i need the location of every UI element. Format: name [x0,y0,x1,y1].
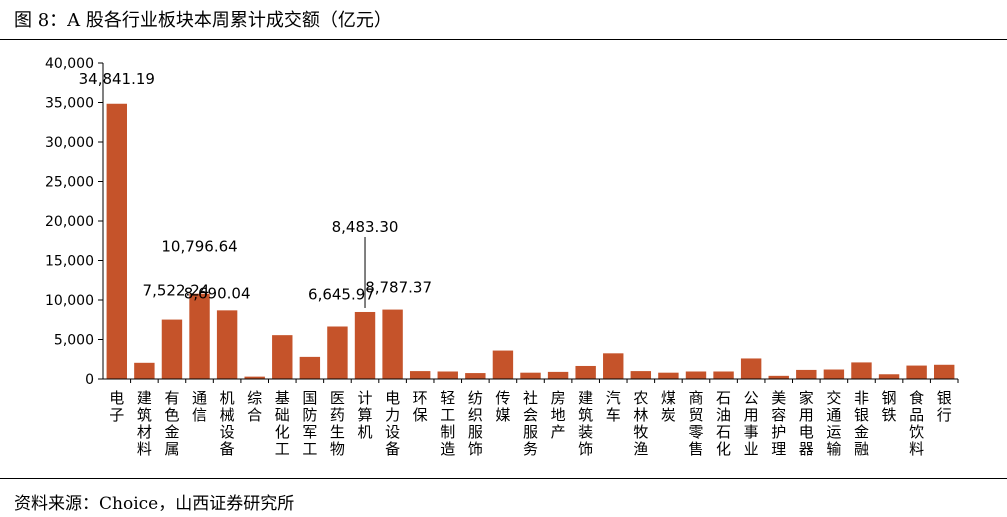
data-label: 8,690.04 [184,284,251,302]
data-label: 10,796.64 [161,238,237,256]
bar [382,309,403,379]
y-tick-label: 5,000 [54,333,94,349]
y-tick-label: 0 [85,372,94,388]
x-tick-label: 传媒 [495,389,510,424]
y-tick-label: 35,000 [45,96,94,112]
bar [409,371,431,379]
bar [823,369,845,379]
bar [437,371,458,379]
axes [102,63,959,383]
x-tick-label: 美容护理 [771,389,786,458]
bar [768,375,789,379]
data-labels: 34,841.19 7,522.24 10,796.64 8,690.04 6,645.… [79,70,432,308]
x-tick-label: 银行 [937,389,952,424]
y-tick-label: 20,000 [45,214,94,230]
x-tick-label: 医药生物 [330,389,345,458]
bar [796,369,817,379]
bar [106,103,127,379]
y-tick-label: 40,000 [45,56,94,72]
data-label: 6,645.97 [308,285,375,303]
x-tick-label: 基础化工 [275,389,290,458]
x-tick-label: 农林牧渔 [633,389,648,458]
x-axis-labels: 电子建筑材料有色金属通信机械设备综合基础化工国防军工医药生物计算机电力设备环保轻… [109,389,951,458]
x-tick-label: 计算机 [358,389,373,441]
data-label: 7,522.24 [143,282,210,300]
x-tick-label: 非银金融 [854,389,869,458]
bar [216,310,238,379]
bar [189,293,210,379]
bar [492,350,514,379]
bar [354,311,376,379]
x-tick-label: 纺织服饰 [468,389,483,458]
source-rule [0,478,1007,479]
x-tick-label: 电力设备 [385,389,400,458]
x-tick-label: 房地产 [551,389,566,441]
x-tick-label: 食品饮料 [909,389,924,458]
bar [547,371,569,379]
y-tick-label: 30,000 [45,135,94,151]
bar [630,371,652,379]
x-tick-label: 商贸零售 [688,389,703,458]
data-label: 34,841.19 [79,70,155,88]
x-tick-label: 国防军工 [302,389,317,458]
figure-title: 图 8：A 股各行业板块本周累计成交额（亿元） [14,10,392,31]
x-tick-label: 煤炭 [661,389,676,424]
y-tick-label: 15,000 [45,254,94,270]
bar [465,373,486,379]
bar [520,372,541,379]
bar [327,326,348,379]
y-axis-ticks: 0 5,000 10,000 15,000 20,000 25,000 30,000 35,0… [45,56,103,388]
bar [713,371,734,379]
y-tick-label: 25,000 [45,175,94,191]
bar [272,335,293,379]
bar [740,358,762,379]
bar [575,365,596,379]
x-tick-label: 综合 [247,389,262,424]
data-label: 8,787.37 [365,279,432,297]
x-tick-label: 机械设备 [220,389,235,458]
x-tick-label: 轻工制造 [440,389,455,458]
bar [878,374,900,379]
x-tick-label: 汽车 [606,389,621,424]
bar [134,362,155,379]
x-tick-label: 家用电器 [799,389,814,458]
bar [161,319,183,379]
bar [851,362,872,379]
x-tick-label: 通信 [192,389,207,424]
data-label: 8,483.30 [332,218,399,236]
x-tick-label: 电子 [109,389,124,424]
x-tick-label: 石油石化 [716,389,731,458]
bar [658,372,679,379]
x-tick-label: 建筑材料 [137,389,152,458]
x-tick-label: 钢铁 [882,389,897,424]
x-tick-label: 环保 [413,389,428,424]
bar [906,365,927,379]
bar [603,353,624,379]
bar [299,356,321,379]
source-note: 资料来源：Choice，山西证券研究所 [14,494,295,514]
title-rule [0,39,1007,40]
bar [685,371,707,379]
y-tick-label: 10,000 [45,293,94,309]
bars [106,103,955,379]
x-tick-label: 建筑装饰 [578,389,593,458]
x-tick-label: 交通运输 [826,389,841,458]
x-tick-label: 有色金属 [164,389,179,458]
bar [934,364,955,379]
x-tick-label: 公用事业 [744,389,759,458]
x-tick-label: 社会服务 [523,389,538,458]
bar [244,376,265,379]
